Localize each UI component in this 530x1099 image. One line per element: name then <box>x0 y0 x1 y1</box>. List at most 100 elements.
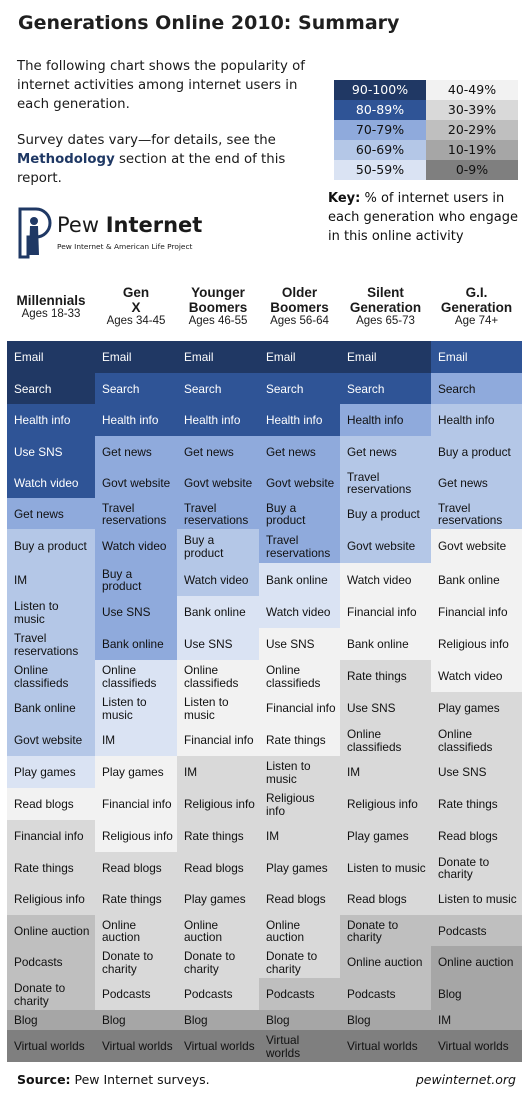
activity-cell: Virtual worlds <box>340 1030 431 1062</box>
site-url[interactable]: pewinternet.org <box>415 1072 516 1087</box>
activity-cell: Play games <box>95 756 177 788</box>
activity-cell: Online classifieds <box>95 660 177 692</box>
activity-cell: Virtual worlds <box>95 1030 177 1062</box>
activity-cell: Listen to music <box>431 883 522 915</box>
activity-cell: Search <box>7 373 95 404</box>
activity-cell: Podcasts <box>340 978 431 1010</box>
activity-cell: Health info <box>431 404 522 436</box>
activity-cell: Email <box>177 341 259 373</box>
activity-cell: Blog <box>95 1010 177 1030</box>
methodology-link[interactable]: Methodology <box>17 152 115 167</box>
activity-cell: Donate to charity <box>340 915 431 946</box>
column-header: Older Boomers Ages 56-64 <box>257 285 343 328</box>
activity-cell: Virtual worlds <box>177 1030 259 1062</box>
source-text: Pew Internet surveys. <box>70 1072 210 1087</box>
generation-ages: Ages 65-73 <box>356 315 415 327</box>
column-header: Silent Generation Ages 65-73 <box>343 285 429 328</box>
activity-cell: Travel reservations <box>259 529 340 563</box>
column-header: Gen X Ages 34-45 <box>93 285 179 328</box>
activity-cell: Health info <box>340 404 431 436</box>
logo-brand-plain: Pew <box>57 213 106 237</box>
activity-cell: Play games <box>431 692 522 724</box>
pew-logo-icon <box>18 207 52 259</box>
activity-cell: Online auction <box>259 915 340 946</box>
logo-wordmark: Pew Internet <box>57 213 202 237</box>
activity-cell: Watch video <box>259 596 340 628</box>
generation-name: Younger Boomers <box>188 285 248 315</box>
generation-name: Silent Generation <box>349 285 422 315</box>
activity-cell: Use SNS <box>95 596 177 628</box>
activity-cell: Use SNS <box>259 628 340 660</box>
activity-cell: Listen to music <box>95 692 177 724</box>
activity-cell: Bank online <box>431 563 522 596</box>
activity-cell: Search <box>431 373 522 404</box>
legend-key-text: Key: % of internet users in each generat… <box>328 189 528 246</box>
activity-cell: Blog <box>259 1010 340 1030</box>
activity-cell: Search <box>177 373 259 404</box>
activity-cell: Get news <box>431 467 522 498</box>
column-header: Younger Boomers Ages 46-55 <box>175 285 261 328</box>
activity-cell: Watch video <box>177 563 259 596</box>
activity-cell: Online classifieds <box>7 660 95 692</box>
activity-cell: Health info <box>7 404 95 436</box>
activity-cell: Play games <box>177 883 259 915</box>
activity-cell: Financial info <box>259 692 340 724</box>
activity-cell: Podcasts <box>431 915 522 946</box>
activity-cell: Blog <box>431 978 522 1010</box>
activity-cell: Rate things <box>177 820 259 852</box>
activity-cell: Watch video <box>340 563 431 596</box>
activity-cell: Blog <box>7 1010 95 1030</box>
activity-cell: Buy a product <box>431 436 522 467</box>
activity-cell: Use SNS <box>7 436 95 467</box>
key-description: % of internet users in each generation w… <box>328 191 518 244</box>
generation-name: G.I. Generation <box>440 285 513 315</box>
activity-cell: Read blogs <box>259 883 340 915</box>
activity-cell: Blog <box>340 1010 431 1030</box>
activity-cell: Email <box>7 341 95 373</box>
activity-cell: Govt website <box>95 467 177 498</box>
activity-cell: Listen to music <box>259 756 340 788</box>
activity-cell: Play games <box>259 852 340 883</box>
activity-cell: Listen to music <box>340 852 431 883</box>
activity-cell: Get news <box>177 436 259 467</box>
activity-cell: Buy a product <box>340 498 431 529</box>
activity-cell: Search <box>95 373 177 404</box>
activity-cell: Use SNS <box>340 692 431 724</box>
logo-tagline: Pew Internet & American Life Project <box>57 242 193 251</box>
activity-cell: Online auction <box>95 915 177 946</box>
legend-band: 90-100% <box>334 80 426 100</box>
activity-cell: Donate to charity <box>431 852 522 883</box>
key-label: Key: <box>328 191 361 206</box>
activity-cell: Listen to music <box>177 692 259 724</box>
pew-internet-logo: Pew Internet Pew Internet & American Lif… <box>17 207 202 259</box>
activity-cell: Online classifieds <box>259 660 340 692</box>
activity-cell: Listen to music <box>7 596 95 628</box>
legend-band: 10-19% <box>426 140 518 160</box>
activity-cell: Rate things <box>7 852 95 883</box>
activity-cell: Govt website <box>340 529 431 563</box>
activity-cell: Play games <box>340 820 431 852</box>
generation-name: Millennials <box>16 293 86 308</box>
activity-cell: Travel reservations <box>7 628 95 660</box>
activity-cell: Religious info <box>7 883 95 915</box>
activity-cell: Health info <box>259 404 340 436</box>
column-header: G.I. Generation Age 74+ <box>434 285 520 328</box>
generation-ages: Ages 18-33 <box>21 308 81 320</box>
activity-cell: Podcasts <box>95 978 177 1010</box>
activity-cell: Travel reservations <box>431 498 522 529</box>
activity-cell: Play games <box>7 756 95 788</box>
activity-cell: Donate to charity <box>259 946 340 978</box>
activity-cell: Bank online <box>259 563 340 596</box>
activity-cell: Read blogs <box>431 820 522 852</box>
activity-cell: Travel reservations <box>177 498 259 529</box>
activity-cell: IM <box>431 1010 522 1030</box>
activity-cell: Rate things <box>259 724 340 756</box>
activity-cell: Online auction <box>177 915 259 946</box>
activity-cell: Govt website <box>259 467 340 498</box>
activity-cell: IM <box>340 756 431 788</box>
activity-cell: Get news <box>340 436 431 467</box>
activity-cell: IM <box>259 820 340 852</box>
intro-text: The following chart shows the popularity… <box>17 59 305 112</box>
page-title: Generations Online 2010: Summary <box>18 12 400 34</box>
